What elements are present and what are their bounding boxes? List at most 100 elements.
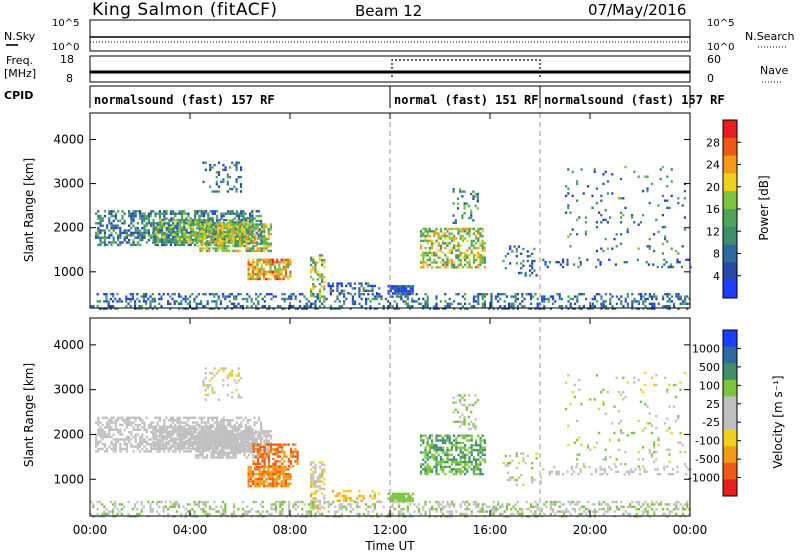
power-cell [153,300,156,303]
power-cell [446,242,449,245]
power-cell [191,307,194,310]
power-cell [604,305,607,308]
velocity-cell [170,437,173,440]
power-cell [426,297,429,301]
power-cell [117,238,120,242]
velocity-cell [263,450,266,453]
velocity-cell [159,430,162,433]
power-colorbar-label: 16 [706,203,720,216]
velocity-cell [431,439,434,442]
power-cell [323,295,326,298]
velocity-cell [267,442,270,445]
power-cell [387,305,390,308]
velocity-cell [225,454,228,457]
power-cell [477,237,480,240]
velocity-cell [437,453,440,457]
velocity-cell [442,436,445,440]
power-cell [593,168,596,171]
power-cell [562,265,565,269]
power-cell [606,192,609,195]
power-cell [240,222,243,225]
velocity-cell [165,445,168,448]
power-cell [189,233,193,236]
power-cell [192,218,195,222]
power-cell [624,206,627,210]
cpid-panel: CPID normalsound (fast) 157 RF normal (fa… [4,85,725,108]
power-cell [450,258,453,262]
power-cell [287,265,290,269]
power-cell [132,241,135,244]
power-cell [600,199,603,202]
power-cell [167,235,171,239]
power-cell [477,302,480,305]
velocity-cell [457,434,460,437]
power-cell [461,190,464,193]
velocity-cell [209,432,212,436]
velocity-cell [112,447,115,451]
velocity-cell [249,437,252,440]
velocity-cell [448,439,451,442]
velocity-cell [206,449,209,452]
power-cell [209,230,212,234]
power-cell [199,230,202,233]
power-cell [433,261,436,264]
velocity-cell [405,497,408,500]
power-cell [428,239,431,243]
velocity-cell [202,421,205,424]
power-cell [387,307,390,310]
power-cell [223,244,226,248]
velocity-cell [178,427,182,431]
velocity-cell [278,482,281,485]
power-cell [167,234,170,237]
velocity-cell [165,432,168,436]
power-cell [217,297,220,301]
power-cell [463,207,466,210]
velocity-cell [294,448,297,451]
power-cell [321,295,324,298]
power-cell [228,223,231,226]
velocity-cell [192,432,195,436]
power-cell [289,263,292,266]
power-cell [626,302,629,305]
power-cell [467,216,471,220]
power-cell [637,302,640,305]
power-cell [196,226,199,229]
velocity-cell [475,441,478,445]
velocity-cell [254,482,257,485]
power-cell [574,302,577,305]
velocity-cell [251,473,255,476]
power-cell [231,187,234,191]
power-cell [428,256,431,259]
power-cell [395,307,398,310]
power-cell [586,258,589,261]
power-cell [178,295,181,298]
power-cell [446,266,449,269]
power-cell [683,216,686,219]
velocity-cell [251,450,254,453]
velocity-cell [457,463,460,466]
velocity-cell [394,492,397,496]
velocity-cell [169,416,172,419]
velocity-cell [461,456,464,459]
velocity-cell [136,443,139,446]
power-cell [276,258,279,261]
power-cell [338,307,341,310]
power-cell [163,212,166,215]
power-cell [252,249,255,253]
velocity-cell [483,441,486,445]
velocity-cell [161,437,164,440]
velocity-cell [220,427,223,431]
velocity-cell [254,480,257,483]
power-cell [225,237,228,241]
velocity-cell [211,416,214,419]
velocity-cell [461,470,464,473]
power-cell [233,302,236,305]
power-cell [476,197,479,200]
power-cell [203,223,206,226]
velocity-cell [422,458,425,461]
power-cell [182,297,185,301]
power-cell [637,175,640,178]
power-cell [186,307,189,310]
power-cell [582,192,585,195]
power-cell [547,297,550,301]
